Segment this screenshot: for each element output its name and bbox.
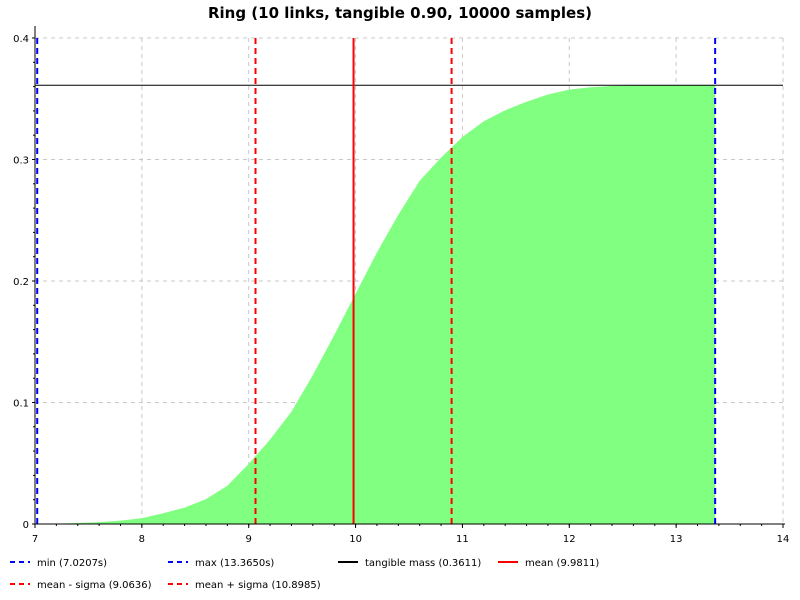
y-tick-label: 0 [23,520,29,531]
x-tick-label: 7 [32,534,38,545]
area-series [37,85,716,525]
x-tick-label: 12 [563,534,576,545]
x-tick-label: 11 [456,534,469,545]
x-tick-label: 9 [246,534,252,545]
legend-tangible-mass-label: tangible mass (0.3611) [365,558,481,569]
area-layer [37,85,716,525]
x-tick-label: 14 [777,534,790,545]
legend-layer: min (7.0207s) max (13.3650s) tangible mass… [10,558,599,591]
x-tick-label: 10 [349,534,362,545]
line-layer [35,38,783,524]
legend-mean-sigma-label: mean + sigma (10.8985) [195,580,321,591]
chart-title: Ring (10 links, tangible 0.90, 10000 sam… [207,4,593,22]
x-tick-label: 13 [670,534,683,545]
legend-mean-label: mean (9.9811) [525,558,599,569]
legend-mean-sigma-label: mean - sigma (9.0636) [37,580,152,591]
legend-min-label: min (7.0207s) [37,558,107,569]
legend-max-label: max (13.3650s) [195,558,274,569]
axis-layer: 0 0.1 0.2 0.3 0.4 7 8 9 10 11 12 13 14 [13,26,789,545]
y-tick-label: 0.4 [13,34,29,45]
y-tick-label: 0.3 [13,156,29,167]
y-tick-label: 0.1 [13,399,29,410]
x-tick-label: 8 [139,534,145,545]
y-tick-label: 0.2 [13,277,29,288]
